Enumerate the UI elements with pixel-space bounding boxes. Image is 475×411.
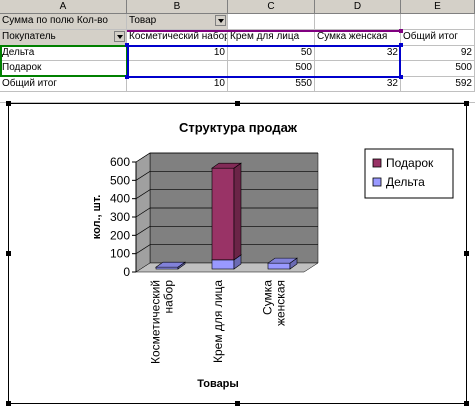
cell-e1[interactable] [401, 14, 475, 30]
column-header-a[interactable]: A [0, 0, 127, 14]
bar[interactable] [211, 259, 235, 270]
bar-side [233, 162, 242, 261]
range-handle[interactable] [399, 29, 403, 33]
cell-c1[interactable] [228, 14, 315, 30]
y-tick-label: 0 [123, 265, 130, 279]
category-range-outline [127, 30, 402, 32]
legend-label: Дельта [386, 175, 425, 189]
plot-area[interactable]: 0 100 200 300 400 500 600 Косметический набор Кре… [110, 152, 319, 364]
column-header-e[interactable]: E [401, 0, 475, 14]
y-tick-label: 400 [110, 192, 130, 206]
cell-a5[interactable]: Общий итог [0, 77, 127, 92]
cell-d5[interactable]: 32 [315, 77, 401, 92]
chevron-down-icon[interactable] [114, 31, 125, 42]
bar-top [211, 162, 242, 169]
y-tick-label: 200 [110, 228, 130, 242]
column-header-c[interactable]: C [228, 0, 315, 14]
y-tick-label: 600 [110, 155, 130, 169]
chevron-down-icon[interactable] [215, 15, 226, 26]
pivot-row-field-dropdown[interactable]: Покупатель [0, 30, 127, 46]
cell-b5[interactable]: 10 [127, 77, 228, 92]
range-handle[interactable] [125, 75, 129, 79]
column-header-d[interactable]: D [315, 0, 401, 14]
x-tick-label: Косметический [149, 280, 163, 364]
y-tick-label: 100 [110, 247, 130, 261]
resize-handle[interactable] [464, 101, 469, 106]
y-axis-title: кол., шт. [91, 195, 103, 240]
cell-c5[interactable]: 550 [228, 77, 315, 92]
active-cell-outline [0, 45, 128, 77]
x-tick-label: набор [162, 280, 176, 314]
x-tick-label: Сумка [261, 280, 275, 315]
bar-top [267, 257, 298, 264]
data-range-selection [127, 45, 401, 78]
pivot-column-field-label: Товар [129, 15, 157, 26]
x-axis-title: Товары [197, 378, 239, 390]
cell-c3[interactable]: 50 [228, 46, 315, 61]
resize-handle[interactable] [6, 251, 11, 256]
range-handle[interactable] [125, 43, 129, 47]
y-tick-label: 500 [110, 173, 130, 187]
legend[interactable]: Подарок Дельта [364, 148, 454, 199]
resize-handle[interactable] [235, 401, 240, 406]
cell-b2[interactable]: Косметический набор [127, 30, 228, 46]
bar[interactable] [267, 262, 291, 270]
x-tick-label: женская [274, 280, 288, 326]
resize-handle[interactable] [464, 251, 469, 256]
bar-top [155, 261, 186, 268]
pivot-column-field-dropdown[interactable]: Товар [127, 14, 228, 30]
x-tick-label: Крем для лица [211, 280, 225, 363]
legend-swatch [372, 177, 382, 187]
resize-handle[interactable] [6, 101, 11, 106]
resize-handle[interactable] [6, 401, 11, 406]
pivot-data-field-label[interactable]: Сумма по полю Кол-во [0, 14, 127, 30]
legend-swatch [372, 158, 382, 168]
bar[interactable] [211, 167, 235, 261]
range-handle[interactable] [399, 43, 403, 47]
range-handle[interactable] [399, 75, 403, 79]
cell-e5[interactable]: 592 [401, 77, 475, 92]
gridline [135, 170, 318, 181]
gridline [135, 207, 318, 218]
cell-e3[interactable]: 92 [401, 46, 475, 61]
resize-handle[interactable] [235, 101, 240, 106]
gridline [135, 152, 318, 163]
cell-b3[interactable]: 10 [127, 46, 228, 61]
pivot-row-field-label: Покупатель [2, 31, 56, 42]
chart-object[interactable]: Структура продаж Товары кол., шт. 0 100 20… [8, 103, 467, 404]
cell-c2[interactable]: Крем для лица [228, 30, 315, 46]
cell-d1[interactable] [315, 14, 401, 30]
legend-box [364, 148, 454, 199]
cell-e4[interactable]: 500 [401, 61, 475, 77]
column-header-b[interactable]: B [127, 0, 228, 14]
gridline [135, 244, 318, 254]
y-tick-label: 300 [110, 210, 130, 224]
gridline [135, 225, 318, 236]
gridline [135, 189, 318, 199]
legend-label: Подарок [386, 156, 434, 170]
cell-e2[interactable]: Общий итог [401, 30, 475, 46]
chart-title: Структура продаж [179, 120, 298, 135]
chart-svg: Структура продаж Товары кол., шт. 0 100 20… [91, 120, 454, 390]
resize-handle[interactable] [464, 401, 469, 406]
cell-d2[interactable]: Сумка женская [315, 30, 401, 46]
